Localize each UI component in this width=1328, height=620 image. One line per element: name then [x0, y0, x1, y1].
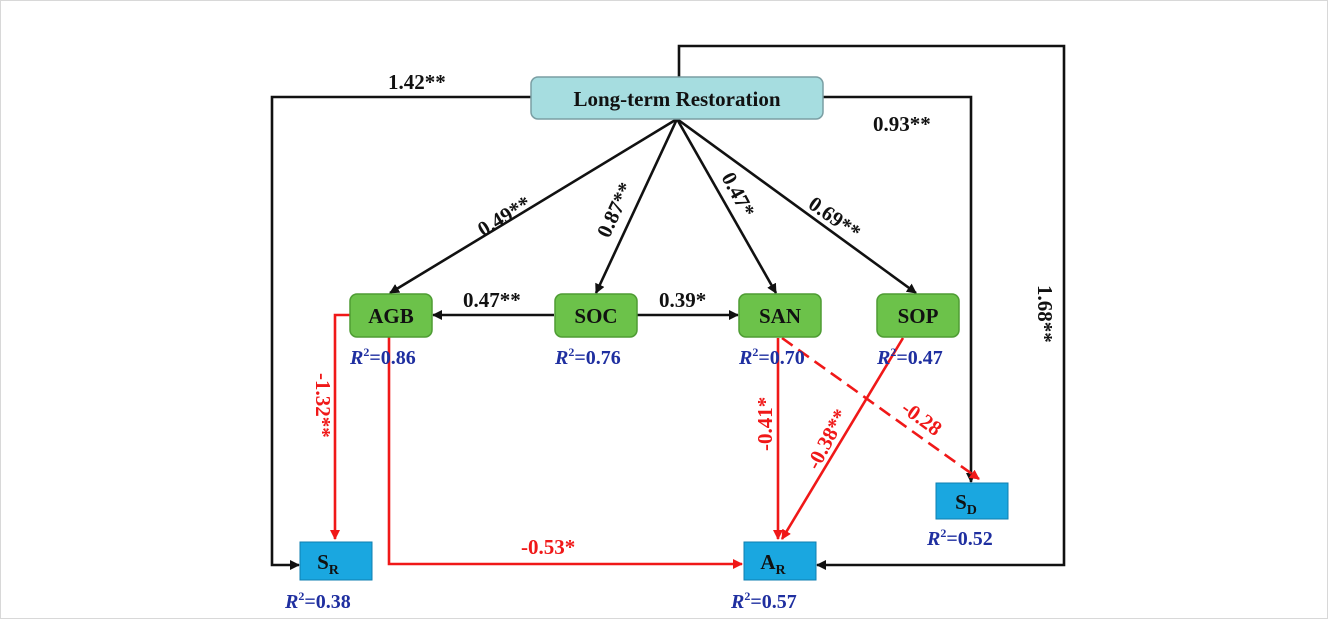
r2-sr: R2=0.38: [284, 589, 351, 613]
node-ar: AR: [743, 541, 817, 581]
node-agb: AGB: [349, 293, 433, 338]
path-restoration-agb: [389, 117, 678, 295]
node-restoration: Long-term Restoration: [530, 76, 824, 120]
coef-soc-agb: 0.47**: [463, 288, 521, 312]
r2-agb: R2=0.86: [349, 345, 416, 369]
node-sr: SR: [299, 541, 373, 581]
coef-sop-ar: -0.38**: [801, 405, 853, 473]
node-sop: SOP: [876, 293, 960, 338]
coef-restoration-sd: 0.93**: [873, 112, 931, 136]
node-sop-label: SOP: [898, 304, 939, 328]
path-restoration-ar: [677, 44, 1066, 570]
path-restoration-sop: [676, 117, 917, 295]
node-san: SAN: [738, 293, 822, 338]
coef-restoration-soc: 0.87**: [592, 179, 638, 241]
path-agb-ar: [387, 337, 743, 569]
node-soc: SOC: [554, 293, 638, 338]
node-soc-label: SOC: [574, 304, 617, 328]
path-sop-ar: [780, 337, 905, 540]
path-san-sd: [781, 336, 980, 481]
r2-sop: R2=0.47: [876, 345, 943, 369]
r2-ar: R2=0.57: [730, 589, 797, 613]
path-restoration-san: [675, 118, 778, 294]
node-ar-label: AR: [760, 550, 786, 578]
path-restoration-soc: [594, 118, 679, 294]
path-restoration-sr: [270, 95, 531, 570]
coef-soc-san: 0.39*: [659, 288, 706, 312]
coef-restoration-ar: 1.68**: [1033, 285, 1057, 343]
r2-soc: R2=0.76: [554, 345, 621, 369]
coef-san-sd: -0.28: [897, 396, 947, 441]
path-agb-sr: [330, 313, 350, 540]
coef-agb-sr: -1.32**: [311, 373, 335, 438]
path-restoration-sd: [823, 95, 976, 483]
coef-restoration-sr: 1.42**: [388, 70, 446, 94]
node-sd-label: SD: [955, 490, 977, 518]
node-sd: SD: [935, 482, 1009, 520]
r2-san: R2=0.70: [738, 345, 805, 369]
node-agb-label: AGB: [368, 304, 414, 328]
node-san-label: SAN: [759, 304, 801, 328]
node-sr-label: SR: [317, 550, 340, 578]
coef-agb-ar: -0.53*: [521, 535, 575, 559]
node-restoration-label: Long-term Restoration: [573, 87, 780, 111]
coef-restoration-agb: 0.49**: [473, 191, 535, 241]
r2-sd: R2=0.52: [926, 526, 993, 550]
coef-san-ar: -0.41*: [753, 397, 777, 451]
